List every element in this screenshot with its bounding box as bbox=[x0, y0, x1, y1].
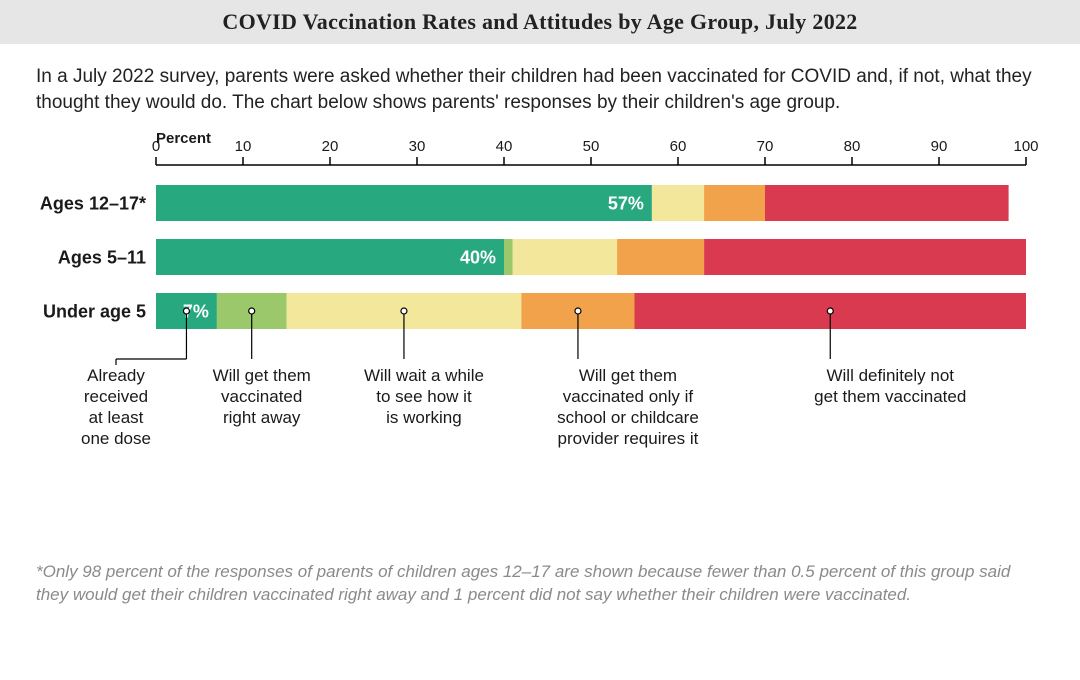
bar-segment bbox=[704, 185, 765, 221]
callout-dot bbox=[401, 308, 407, 314]
stacked-bar-chart: Percent0 10 20 30 40 50 60 70 80 90 100 Ages 12–17*… bbox=[36, 125, 1044, 555]
bar-segment bbox=[704, 239, 1026, 275]
bar-segment bbox=[652, 185, 704, 221]
x-tick-label: 10 bbox=[235, 138, 252, 155]
bar-segment bbox=[617, 239, 704, 275]
legend-label: Will get themvaccinatedright away bbox=[213, 366, 311, 427]
bar-segment bbox=[765, 185, 1009, 221]
footnote: *Only 98 percent of the responses of par… bbox=[0, 555, 1080, 607]
legend-label: Alreadyreceivedat leastone dose bbox=[81, 366, 151, 448]
x-tick-label: 30 bbox=[409, 138, 426, 155]
x-tick-label: 60 bbox=[670, 138, 687, 155]
x-tick-label: 20 bbox=[322, 138, 339, 155]
x-tick-label: 100 bbox=[1013, 138, 1038, 155]
axis-label: Percent bbox=[156, 130, 211, 147]
bar-segment bbox=[513, 239, 617, 275]
chart-container: Percent0 10 20 30 40 50 60 70 80 90 100 Ages 12–17*… bbox=[36, 125, 1044, 555]
x-tick-label: 40 bbox=[496, 138, 513, 155]
row-label: Ages 12–17* bbox=[40, 194, 146, 214]
bar-value-label: 57% bbox=[608, 194, 644, 214]
callout-dot bbox=[575, 308, 581, 314]
row-label: Under age 5 bbox=[43, 302, 146, 322]
x-tick-label: 0 bbox=[152, 138, 160, 155]
callout-dot bbox=[827, 308, 833, 314]
x-tick-label: 70 bbox=[757, 138, 774, 155]
callout-dot bbox=[249, 308, 255, 314]
bar-segment bbox=[504, 239, 513, 275]
callout-dot bbox=[183, 308, 189, 314]
legend-label: Will definitely notget them vaccinated bbox=[814, 366, 966, 406]
page-title: COVID Vaccination Rates and Attitudes by… bbox=[0, 0, 1080, 44]
bar-segment bbox=[156, 239, 504, 275]
x-tick-label: 80 bbox=[844, 138, 861, 155]
legend-label: Will get themvaccinated only ifschool or… bbox=[557, 366, 699, 448]
x-tick-label: 90 bbox=[931, 138, 948, 155]
x-tick-label: 50 bbox=[583, 138, 600, 155]
intro-text: In a July 2022 survey, parents were aske… bbox=[0, 44, 1080, 125]
row-label: Ages 5–11 bbox=[58, 248, 146, 268]
bar-value-label: 40% bbox=[460, 248, 496, 268]
bar-segment bbox=[156, 185, 652, 221]
legend-label: Will wait a whileto see how itis working bbox=[364, 366, 484, 427]
